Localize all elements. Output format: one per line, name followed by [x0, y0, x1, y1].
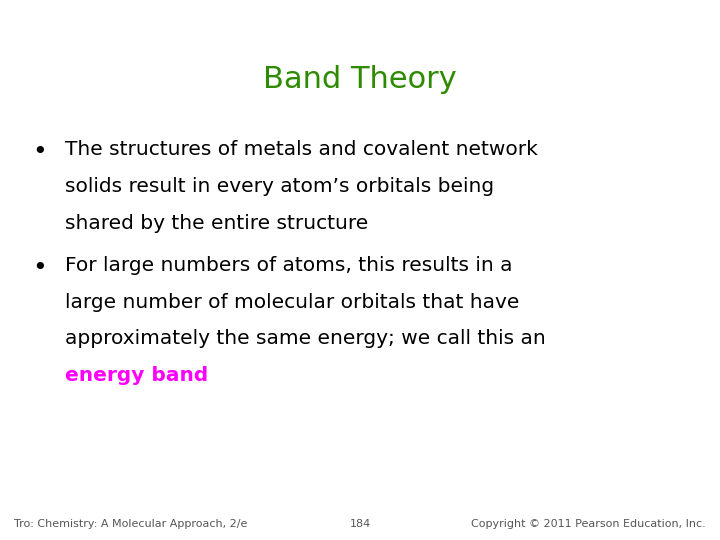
Text: solids result in every atom’s orbitals being: solids result in every atom’s orbitals b… — [65, 177, 494, 196]
Text: 184: 184 — [349, 519, 371, 529]
Text: Tro: Chemistry: A Molecular Approach, 2/e: Tro: Chemistry: A Molecular Approach, 2/… — [14, 519, 248, 529]
Text: Band Theory: Band Theory — [263, 65, 457, 94]
Text: For large numbers of atoms, this results in a: For large numbers of atoms, this results… — [65, 256, 513, 275]
Text: shared by the entire structure: shared by the entire structure — [65, 214, 368, 233]
Text: •: • — [32, 140, 47, 164]
Text: approximately the same energy; we call this an: approximately the same energy; we call t… — [65, 329, 546, 348]
Text: large number of molecular orbitals that have: large number of molecular orbitals that … — [65, 293, 519, 312]
Text: energy band: energy band — [65, 366, 208, 385]
Text: The structures of metals and covalent network: The structures of metals and covalent ne… — [65, 140, 538, 159]
Text: •: • — [32, 256, 47, 280]
Text: Copyright © 2011 Pearson Education, Inc.: Copyright © 2011 Pearson Education, Inc. — [471, 519, 706, 529]
